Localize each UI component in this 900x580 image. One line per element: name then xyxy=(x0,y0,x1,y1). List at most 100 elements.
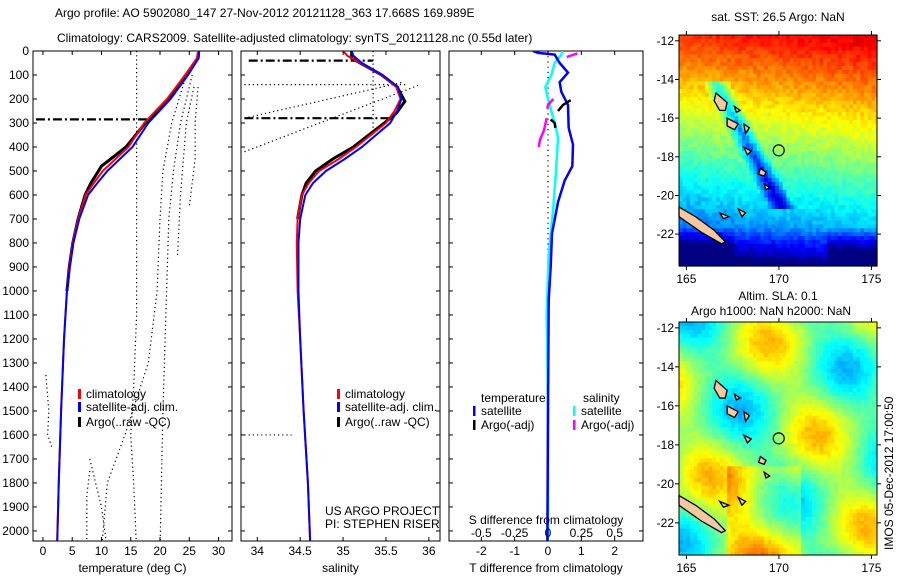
map-cell xyxy=(697,325,702,331)
map-cell xyxy=(719,255,725,260)
map-cell xyxy=(749,474,754,479)
map-cell xyxy=(738,212,743,218)
map-cell xyxy=(712,112,717,117)
map-cell xyxy=(686,446,691,452)
map-cell xyxy=(741,147,747,152)
map-cell xyxy=(704,35,710,40)
map-cell xyxy=(734,120,739,125)
legend-swatch xyxy=(473,420,476,430)
map-cell xyxy=(712,337,717,343)
map-cell xyxy=(741,243,747,249)
map-cell xyxy=(841,77,847,82)
map-cell xyxy=(860,247,865,253)
map-cell xyxy=(734,552,739,556)
map-cell xyxy=(716,46,721,52)
map-cell xyxy=(704,120,710,125)
map-cell xyxy=(767,143,773,148)
map-cell xyxy=(801,89,806,94)
map-cell xyxy=(823,116,828,121)
map-cell xyxy=(716,216,721,222)
map-cell xyxy=(730,540,736,545)
map-cell xyxy=(875,154,878,160)
map-cell xyxy=(812,69,817,75)
map-cell xyxy=(682,341,688,346)
map-cell xyxy=(734,524,739,530)
map-cell xyxy=(849,112,854,117)
map-cell xyxy=(804,224,810,229)
map-cell xyxy=(686,81,691,86)
map-cell xyxy=(849,96,854,102)
map-cell xyxy=(856,170,861,175)
map-cell xyxy=(786,243,791,249)
map-cell xyxy=(704,446,710,452)
map-cell xyxy=(875,181,878,187)
map-cell xyxy=(790,65,795,71)
map-cell xyxy=(764,415,769,421)
map-cell xyxy=(745,360,750,366)
map-cell xyxy=(867,170,873,175)
map-cell xyxy=(719,435,725,440)
map-cell xyxy=(827,239,832,245)
map-cell xyxy=(712,69,717,75)
map-cell xyxy=(753,73,758,79)
map-cell xyxy=(875,220,878,226)
map-cell xyxy=(860,81,865,86)
map-cell xyxy=(815,178,821,183)
map-cell xyxy=(767,50,773,55)
map-cell xyxy=(753,232,758,237)
map-cell xyxy=(686,193,691,198)
map-cell xyxy=(745,112,750,117)
map-cell xyxy=(679,329,684,335)
map-cell xyxy=(708,116,713,121)
map-cell xyxy=(716,170,721,175)
map-cell xyxy=(764,220,769,226)
map-cell xyxy=(704,345,710,350)
map-cell xyxy=(697,189,702,195)
map-cell xyxy=(815,85,821,90)
map-cell xyxy=(716,435,721,440)
map-cell xyxy=(704,380,710,385)
map-cell xyxy=(864,89,869,94)
map-cell xyxy=(852,38,858,44)
map-cell xyxy=(749,58,754,63)
map-cell xyxy=(760,185,765,191)
s-tick-label: 0.25 xyxy=(570,526,594,540)
map-cell xyxy=(749,147,754,152)
map-cell xyxy=(741,89,747,94)
map-cell xyxy=(679,150,684,156)
map-cell xyxy=(760,419,765,424)
map-cell xyxy=(738,528,743,534)
map-cell xyxy=(686,396,691,401)
map-cell xyxy=(753,345,758,350)
map-cell xyxy=(812,89,817,94)
map-cell xyxy=(697,419,702,424)
map-cell xyxy=(738,513,743,518)
map-cell xyxy=(756,62,762,67)
map-cell xyxy=(823,247,828,253)
map-cell xyxy=(730,403,736,409)
map-cell xyxy=(749,399,754,405)
map-cell xyxy=(741,197,747,202)
map-cell xyxy=(697,544,702,549)
map-cell xyxy=(686,127,691,133)
map-cell xyxy=(749,232,754,237)
map-cell xyxy=(712,100,717,106)
map-cell xyxy=(760,255,765,260)
map-cell xyxy=(852,46,858,52)
map-cell xyxy=(867,251,873,256)
map-cell xyxy=(693,532,699,538)
map-cell xyxy=(753,548,758,553)
map-cell xyxy=(704,528,710,534)
map-cell xyxy=(864,85,869,90)
map-cell xyxy=(756,333,762,339)
map-cell xyxy=(760,100,765,106)
map-cell xyxy=(812,208,817,214)
map-cell xyxy=(845,38,850,44)
map-cell xyxy=(704,143,710,148)
map-cell xyxy=(730,100,736,106)
legend-swatch xyxy=(573,406,576,416)
map-cell xyxy=(749,435,754,440)
island-shape xyxy=(678,205,727,245)
map-cell xyxy=(730,185,736,191)
map-cell xyxy=(730,170,736,175)
